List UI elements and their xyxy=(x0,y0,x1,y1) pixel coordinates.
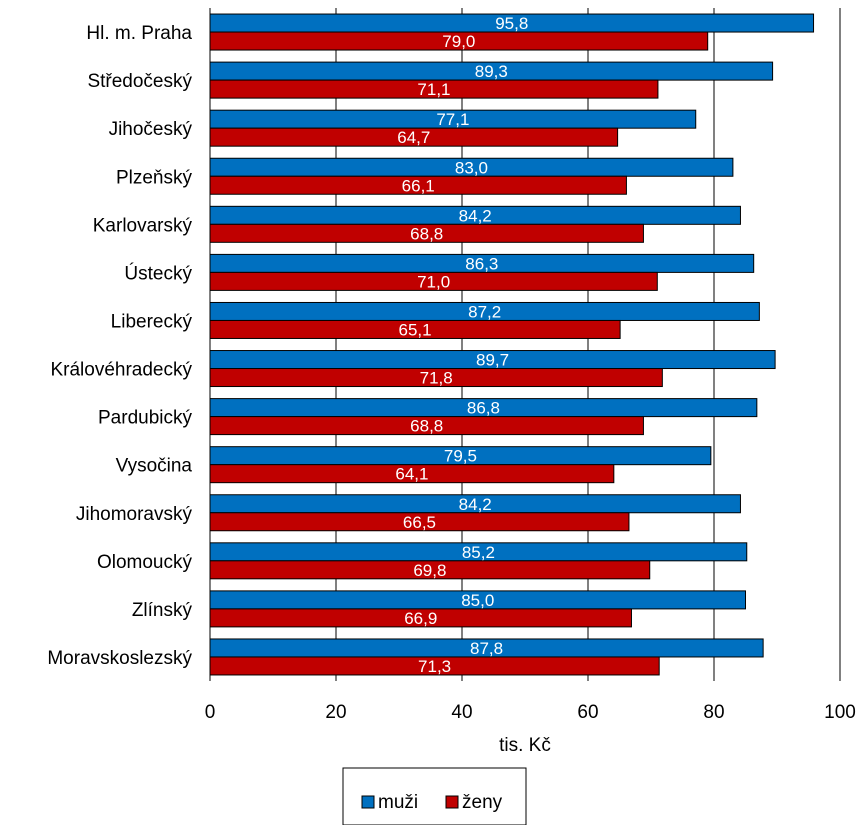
data-label: 66,5 xyxy=(403,513,436,532)
category-label: Moravskoslezský xyxy=(47,648,192,669)
data-label: 77,1 xyxy=(436,110,469,129)
data-label: 85,0 xyxy=(461,591,494,610)
data-label: 95,8 xyxy=(495,14,528,33)
category-label: Jihomoravský xyxy=(76,504,193,525)
data-label: 68,8 xyxy=(410,417,443,436)
data-label: 89,3 xyxy=(475,62,508,81)
data-label: 68,8 xyxy=(410,224,443,243)
category-label: Středočeský xyxy=(87,71,192,92)
category-label: Královéhradecký xyxy=(50,360,192,381)
category-label: Hl. m. Praha xyxy=(86,23,192,44)
x-axis-title: tis. Kč xyxy=(499,735,551,756)
x-tick-label: 80 xyxy=(703,702,724,723)
data-label: 64,7 xyxy=(397,128,430,147)
data-label: 89,7 xyxy=(476,351,509,370)
data-label: 87,8 xyxy=(470,639,503,658)
category-label: Karlovarský xyxy=(93,215,193,236)
x-tick-label: 60 xyxy=(577,702,598,723)
x-tick-label: 20 xyxy=(325,702,346,723)
data-label: 87,2 xyxy=(468,302,501,321)
data-label: 66,9 xyxy=(404,609,437,628)
data-label: 65,1 xyxy=(399,320,432,339)
data-label: 79,5 xyxy=(444,447,477,466)
data-label: 71,3 xyxy=(418,657,451,676)
category-label: Vysočina xyxy=(116,456,193,477)
legend-swatch-muzi xyxy=(361,795,375,809)
x-tick-label: 0 xyxy=(205,702,216,723)
legend-label-zeny: ženy xyxy=(462,792,503,813)
category-label: Zlínský xyxy=(132,600,193,621)
data-label: 84,2 xyxy=(459,495,492,514)
data-label: 79,0 xyxy=(442,32,475,51)
x-tick-label: 100 xyxy=(824,702,856,723)
legend-swatch-zeny xyxy=(445,795,459,809)
data-label: 85,2 xyxy=(462,543,495,562)
data-label: 83,0 xyxy=(455,158,488,177)
legend: muži ženy xyxy=(342,767,527,826)
data-label: 71,0 xyxy=(417,272,450,291)
category-label: Plzeňský xyxy=(116,167,193,188)
data-label: 69,8 xyxy=(413,561,446,580)
data-label: 86,8 xyxy=(467,399,500,418)
data-label: 71,8 xyxy=(420,369,453,388)
data-label: 86,3 xyxy=(465,254,498,273)
legend-label-muzi: muži xyxy=(378,792,418,813)
category-label: Ústecký xyxy=(124,262,192,284)
data-label: 64,1 xyxy=(395,465,428,484)
data-label: 66,1 xyxy=(402,176,435,195)
category-label: Liberecký xyxy=(111,311,193,332)
category-label: Olomoucký xyxy=(97,552,193,573)
data-label: 84,2 xyxy=(459,206,492,225)
data-label: 71,1 xyxy=(417,80,450,99)
category-label: Jihočeský xyxy=(109,119,193,140)
category-label: Pardubický xyxy=(98,408,192,429)
x-tick-label: 40 xyxy=(451,702,472,723)
